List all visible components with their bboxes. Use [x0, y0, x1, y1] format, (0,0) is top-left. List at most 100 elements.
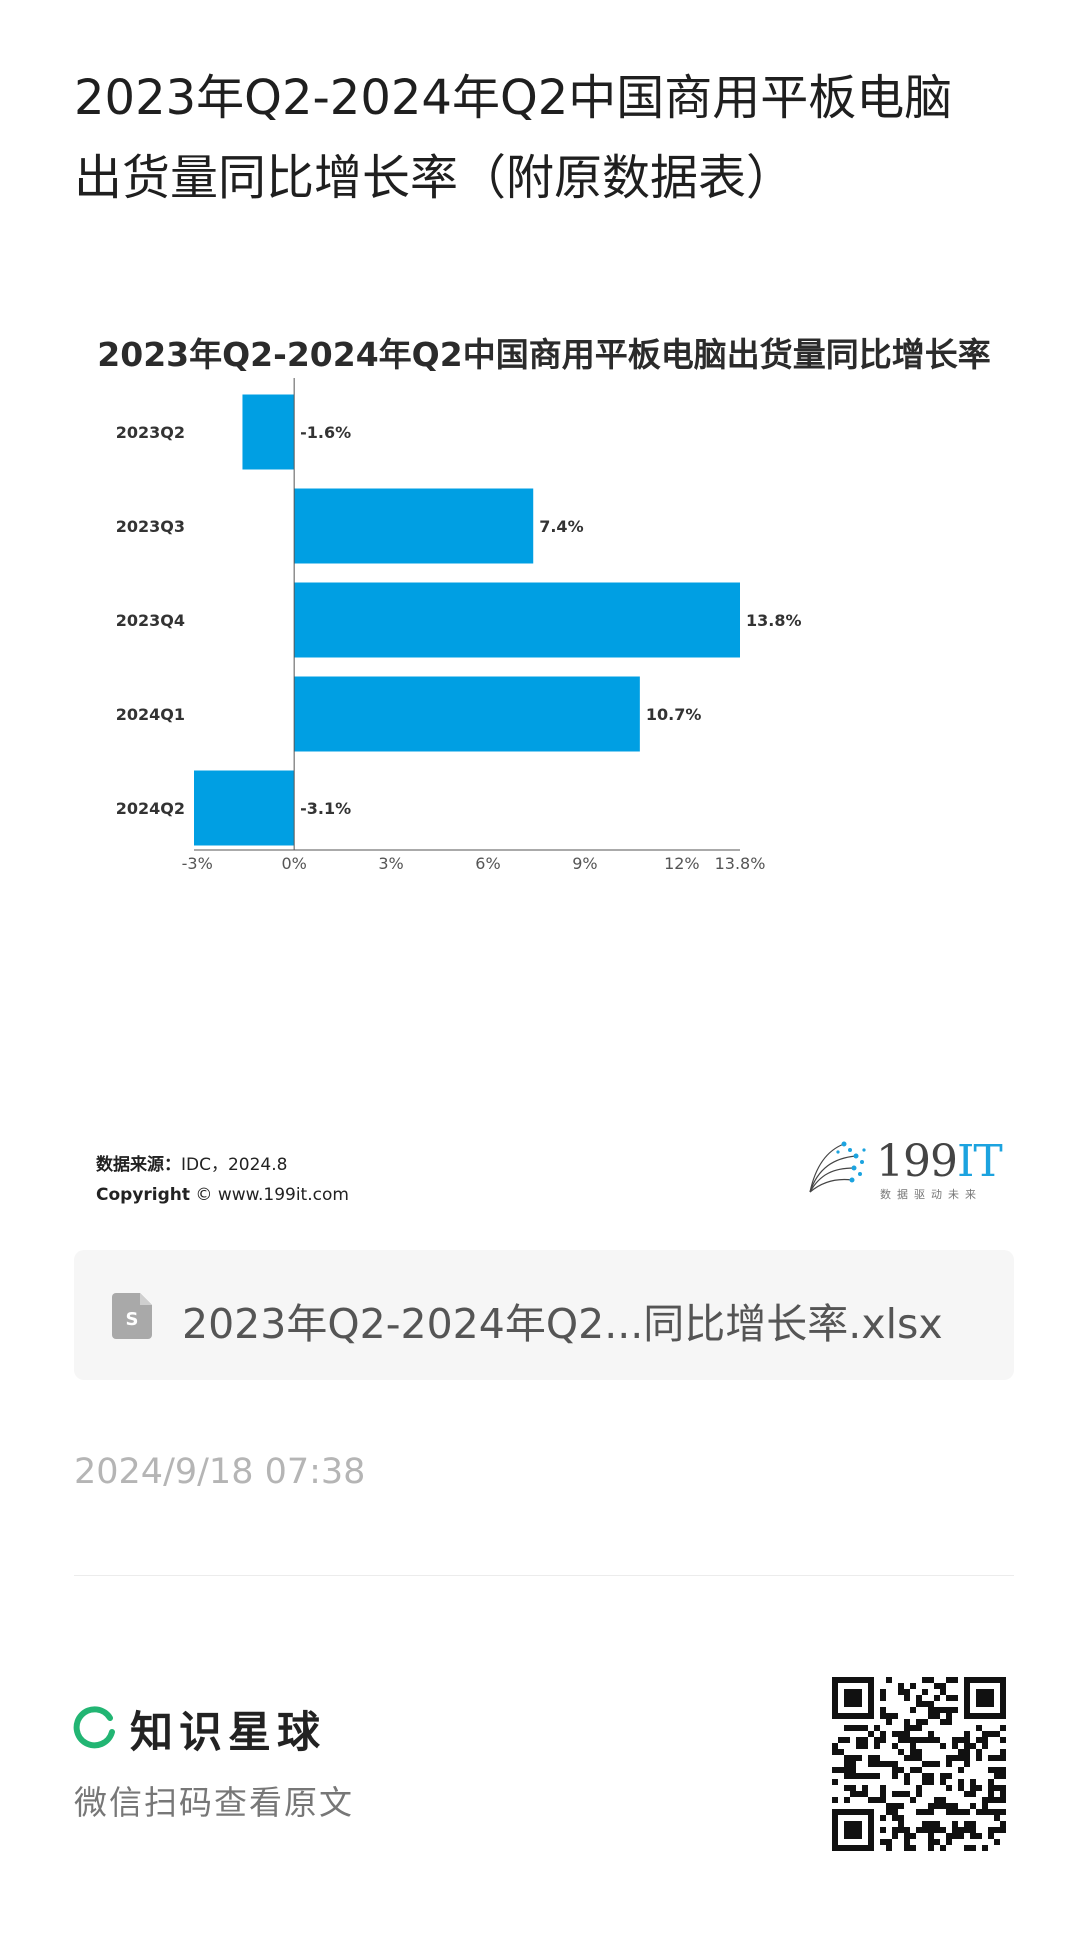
- qr-module: [952, 1827, 958, 1833]
- qr-module: [850, 1773, 856, 1779]
- qr-code[interactable]: [832, 1677, 1006, 1851]
- qr-module: [964, 1755, 970, 1761]
- qr-module: [970, 1827, 976, 1833]
- qr-module: [880, 1707, 886, 1713]
- qr-module: [922, 1827, 928, 1833]
- logo-tagline: 数据驱动未来: [880, 1188, 982, 1201]
- bar-2023Q4: [294, 582, 740, 658]
- qr-module: [892, 1767, 898, 1773]
- qr-module: [922, 1779, 928, 1785]
- qr-module: [970, 1833, 976, 1839]
- qr-module: [868, 1809, 874, 1851]
- qr-module: [958, 1767, 964, 1773]
- qr-module: [934, 1707, 940, 1713]
- qr-module: [994, 1755, 1000, 1761]
- qr-module: [874, 1725, 880, 1731]
- qr-module: [904, 1845, 910, 1851]
- qr-module: [988, 1767, 994, 1773]
- qr-module: [934, 1761, 940, 1767]
- qr-module: [928, 1731, 934, 1737]
- qr-module: [982, 1737, 988, 1743]
- qr-module: [874, 1773, 880, 1779]
- qr-module: [844, 1689, 862, 1707]
- qr-module: [940, 1827, 946, 1833]
- qr-module: [898, 1827, 904, 1833]
- qr-module: [1000, 1755, 1006, 1761]
- qr-module: [946, 1809, 952, 1815]
- bar-2024Q2: [194, 770, 295, 846]
- qr-module: [976, 1689, 994, 1707]
- qr-module: [892, 1791, 898, 1797]
- qr-module: [916, 1701, 922, 1707]
- qr-module: [898, 1767, 904, 1773]
- attachment-file-name[interactable]: 2023年Q2-2024年Q2...同比增长率.xlsx: [182, 1300, 943, 1348]
- attachment-card[interactable]: S 2023年Q2-2024年Q2...同比增长率.xlsx: [74, 1250, 1014, 1380]
- qr-module: [970, 1791, 976, 1797]
- qr-module: [964, 1791, 970, 1797]
- qr-module: [874, 1797, 880, 1803]
- qr-module: [940, 1845, 946, 1851]
- category-label: 2023Q4: [116, 611, 185, 630]
- qr-module: [904, 1725, 910, 1731]
- qr-module: [988, 1797, 994, 1803]
- qr-module: [880, 1695, 886, 1701]
- qr-module: [1000, 1749, 1006, 1755]
- spreadsheet-file-icon: S: [112, 1293, 152, 1339]
- qr-module: [898, 1821, 904, 1827]
- qr-module: [982, 1797, 988, 1803]
- qr-module: [928, 1827, 934, 1833]
- qr-module: [934, 1797, 940, 1803]
- qr-module: [898, 1683, 904, 1689]
- qr-module: [988, 1791, 994, 1797]
- qr-module: [916, 1737, 922, 1743]
- qr-module: [874, 1761, 880, 1767]
- qr-module: [952, 1737, 958, 1743]
- qr-module: [946, 1719, 952, 1725]
- qr-module: [982, 1743, 988, 1749]
- qr-module: [952, 1677, 958, 1683]
- source-value: IDC，2024.8: [181, 1155, 288, 1175]
- qr-module: [940, 1719, 946, 1725]
- value-label: 7.4%: [539, 517, 583, 536]
- qr-module: [994, 1815, 1000, 1821]
- qr-module: [976, 1833, 982, 1839]
- qr-module: [910, 1683, 916, 1689]
- qr-module: [994, 1809, 1000, 1815]
- qr-module: [856, 1755, 862, 1761]
- source-label: 数据来源：: [96, 1155, 181, 1175]
- qr-module: [862, 1773, 868, 1779]
- data-source: 数据来源：IDC，2024.8 Copyright © www.199it.co…: [96, 1150, 349, 1210]
- bar-2023Q2: [242, 394, 295, 470]
- qr-module: [832, 1749, 838, 1755]
- qr-module: [940, 1689, 946, 1695]
- qr-module: [916, 1809, 922, 1815]
- qr-module: [886, 1845, 892, 1851]
- qr-module: [886, 1761, 892, 1767]
- qr-module: [910, 1833, 916, 1839]
- qr-module: [958, 1833, 964, 1839]
- scan-hint: 微信扫码查看原文: [74, 1783, 354, 1822]
- qr-module: [958, 1785, 964, 1791]
- qr-module: [976, 1785, 982, 1791]
- qr-module: [904, 1737, 910, 1743]
- qr-module: [1000, 1821, 1006, 1827]
- qr-module: [844, 1725, 850, 1731]
- qr-module: [916, 1785, 922, 1791]
- qr-module: [904, 1779, 910, 1785]
- qr-module: [970, 1779, 976, 1785]
- qr-module: [922, 1821, 928, 1827]
- qr-module: [916, 1725, 922, 1731]
- x-tick-label: 3%: [378, 854, 403, 873]
- qr-module: [880, 1761, 886, 1767]
- qr-module: [946, 1803, 952, 1809]
- qr-module: [1000, 1737, 1006, 1743]
- qr-module: [952, 1821, 958, 1827]
- qr-module: [862, 1737, 868, 1743]
- qr-module: [922, 1719, 928, 1725]
- qr-module: [880, 1815, 886, 1821]
- qr-module: [928, 1839, 934, 1845]
- post-timestamp: 2024/9/18 07:38: [74, 1452, 366, 1492]
- qr-module: [856, 1737, 862, 1743]
- qr-module: [952, 1809, 958, 1815]
- x-tick-label: 12%: [664, 854, 700, 873]
